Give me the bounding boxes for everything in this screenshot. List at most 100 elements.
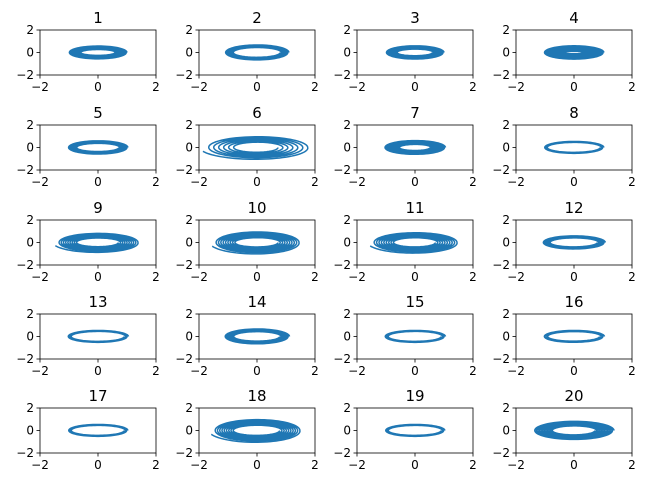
x-tick-label: 0 [94,364,102,378]
axes-frame [515,219,633,266]
x-tick-label: −2 [190,80,208,94]
y-tick-label: −2 [492,446,510,460]
subplot-title: 16 [564,293,583,311]
y-tick-label: −2 [333,258,351,272]
series-line [68,45,128,60]
y-tick-label: 2 [26,23,34,37]
x-tick-label: 0 [94,175,102,189]
y-tick-label: 0 [26,46,34,60]
axes-frame [515,124,633,171]
x-tick-label: 2 [152,270,160,284]
x-tick-label: 0 [253,364,261,378]
subplot-8: 8 −2 0 2 −2 0 2 [492,104,636,189]
series-line [385,45,445,60]
y-tick-label: −2 [175,352,193,366]
y-tick-label: −2 [16,446,34,460]
y-tick-label: 2 [502,401,510,415]
x-tick-label: −2 [190,175,208,189]
axes-frame [515,29,633,76]
x-tick-label: −2 [31,270,49,284]
axes-frame [356,29,474,76]
y-tick-label: 2 [502,307,510,321]
series-line [543,45,605,60]
y-tick-label: −2 [16,68,34,82]
y-tick-label: −2 [16,352,34,366]
x-tick-label: −2 [507,270,525,284]
y-tick-label: 2 [26,213,34,227]
subplot-title: 8 [569,104,579,122]
x-tick-label: 2 [311,364,319,378]
x-tick-label: −2 [31,364,49,378]
x-tick-label: 0 [253,175,261,189]
x-tick-label: −2 [31,458,49,472]
subplot-title: 4 [569,9,579,27]
x-tick-label: 2 [311,175,319,189]
y-tick-label: 2 [185,118,193,132]
y-tick-label: −2 [333,68,351,82]
subplot-1: 1 −2 0 2 −2 0 2 [16,9,160,94]
x-tick-label: 2 [469,80,477,94]
axes-frame [39,29,157,76]
series-line [215,231,300,254]
series-line [207,135,309,159]
x-tick-label: −2 [31,175,49,189]
x-tick-label: −2 [348,175,366,189]
y-tick-label: 0 [185,46,193,60]
subplot-16: 16 −2 0 2 −2 0 2 [492,293,636,378]
y-tick-label: −2 [175,446,193,460]
y-tick-label: 2 [502,23,510,37]
subplot-title: 9 [93,199,103,217]
subplot-15: 15 −2 0 2 −2 0 2 [333,293,477,378]
x-tick-label: 0 [570,364,578,378]
x-tick-label: −2 [190,458,208,472]
x-tick-label: 2 [311,458,319,472]
y-tick-label: 2 [343,401,351,415]
subplot-20: 20 −2 0 2 −2 0 2 [492,387,636,472]
subplot-12: 12 −2 0 2 −2 0 2 [492,199,636,284]
y-tick-label: −2 [492,258,510,272]
x-tick-label: 0 [411,458,419,472]
series-line [224,328,291,345]
x-tick-label: 2 [469,458,477,472]
y-tick-label: 0 [502,424,510,438]
y-tick-label: −2 [16,258,34,272]
subplot-title: 1 [93,9,103,27]
series-tail [369,242,458,254]
series-line [384,423,446,438]
x-tick-label: 2 [152,175,160,189]
axes-frame [356,124,474,171]
y-tick-label: 2 [502,118,510,132]
axes-frame [515,313,633,360]
x-tick-label: 0 [570,458,578,472]
y-tick-label: 0 [502,236,510,250]
subplot-title: 2 [252,9,262,27]
y-tick-label: −2 [175,163,193,177]
series-tail [211,242,300,255]
subplot-title: 17 [88,387,107,405]
x-tick-label: 2 [628,458,636,472]
series-line [384,329,447,344]
subplot-18: 18 −2 0 2 −2 0 2 [175,387,319,472]
subplot-title: 11 [405,199,424,217]
x-tick-label: −2 [507,458,525,472]
y-tick-label: 2 [185,401,193,415]
y-tick-label: −2 [333,163,351,177]
subplot-2: 2 −2 0 2 −2 0 2 [175,9,319,94]
series-line [543,329,606,344]
y-tick-label: 2 [26,401,34,415]
y-tick-label: 0 [343,330,351,344]
x-tick-label: 2 [311,270,319,284]
subplot-14: 14 −2 0 2 −2 0 2 [175,293,319,378]
series-line [58,232,139,253]
y-tick-label: 2 [185,23,193,37]
subplot-title: 3 [410,9,420,27]
series-tail [210,430,301,444]
series-line [214,418,301,442]
subplot-title: 6 [252,104,262,122]
y-tick-label: 0 [343,141,351,155]
x-tick-label: 0 [411,80,419,94]
subplot-title: 10 [247,199,266,217]
subplot-6: 6 −2 0 2 −2 0 2 [175,104,319,189]
x-tick-label: −2 [348,458,366,472]
